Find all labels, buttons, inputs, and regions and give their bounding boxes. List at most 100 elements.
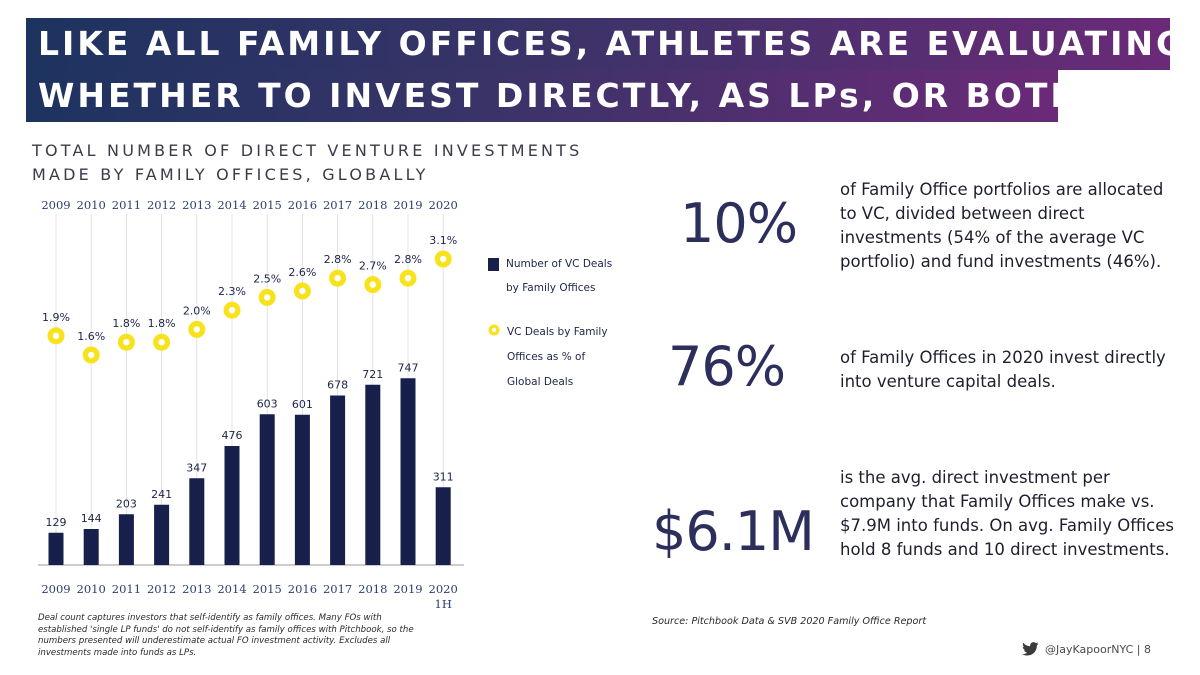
- bar-value-label: 129: [46, 516, 67, 529]
- percent-value-label: 2.3%: [218, 285, 246, 298]
- bottom-year-label: 2020: [429, 582, 458, 596]
- bar-value-label: 311: [433, 470, 454, 483]
- chart-legend: Number of VC Deals by Family Offices VC De…: [488, 258, 612, 388]
- legend-dot-center: [491, 327, 497, 333]
- chart-guides: [38, 214, 464, 566]
- percent-dot-center: [158, 339, 165, 346]
- percent-value-label: 2.0%: [183, 304, 211, 317]
- legend-dot-label: VC Deals by Family: [507, 326, 608, 338]
- bar: [154, 504, 170, 565]
- bar: [400, 378, 416, 565]
- percent-dot-center: [299, 287, 306, 295]
- bottom-year-label: 2019: [393, 582, 422, 596]
- bar-series: 129 144 203 241 347 476 603 601 678 721 747 311: [46, 361, 454, 565]
- bar-value-label: 747: [398, 361, 419, 374]
- bottom-year-label: 2014: [217, 582, 246, 596]
- top-year-label: 2012: [147, 198, 176, 212]
- bottom-year-label: 2018: [358, 582, 387, 596]
- percent-dot-center: [228, 307, 236, 314]
- bottom-year-label: 2009: [41, 582, 70, 596]
- bar: [365, 384, 381, 565]
- percent-dot-center: [440, 255, 447, 263]
- legend-dot-label: Offices as % of: [507, 351, 585, 363]
- percent-value-label: 2.8%: [394, 253, 422, 266]
- bar: [224, 446, 240, 565]
- bar-value-label: 678: [327, 379, 348, 392]
- bottom-year-suffix: 1H: [435, 597, 452, 610]
- top-year-label: 2014: [217, 198, 246, 212]
- percent-dot-center: [123, 339, 130, 346]
- bar-value-label: 476: [222, 429, 243, 442]
- percent-series: 1.9% 1.6% 1.8% 1.8% 2.0% 2.3% 2.5% 2.6% 2.8% 2.7%…: [42, 234, 457, 364]
- bar: [83, 529, 99, 565]
- bottom-year-label: 2012: [147, 582, 176, 596]
- bar: [189, 478, 205, 565]
- percent-value-label: 2.8%: [324, 253, 352, 266]
- percent-dot-center: [193, 326, 200, 333]
- bar-value-label: 601: [292, 398, 313, 411]
- percent-value-label: 2.5%: [253, 272, 281, 285]
- deals-chart: 129 144 203 241 347 476 603 601 678 721 747 311 1.9…: [38, 198, 612, 610]
- bottom-axis: 2009 2010 2011 2012 2013 2014 2015 2016 2017 2018…: [41, 582, 457, 610]
- bar-value-label: 203: [116, 497, 137, 510]
- percent-value-label: 1.6%: [77, 330, 105, 343]
- chart-title: TOTAL NUMBER OF DIRECT VENTURE INVESTMEN…: [32, 139, 583, 187]
- top-axis: 2009 2010 2011 2012 2013 2014 2015 2016 2017 2018…: [41, 198, 457, 212]
- bottom-year-label: 2013: [182, 582, 211, 596]
- handle-text: @JayKapoorNYC | 8: [1045, 642, 1151, 656]
- stat-text-direct-invest: of Family Offices in 2020 invest directl…: [840, 348, 1166, 391]
- percent-value-label: 2.6%: [288, 266, 316, 279]
- bar-value-label: 347: [186, 461, 207, 474]
- twitter-bird-icon: [1022, 642, 1039, 656]
- percent-dot-center: [88, 351, 95, 359]
- top-year-label: 2016: [288, 198, 317, 212]
- chart-title-line-2: MADE BY FAMILY OFFICES, GLOBALLY: [32, 165, 429, 184]
- headline-line-1: LIKE ALL FAMILY OFFICES, ATHLETES ARE EV…: [26, 18, 1170, 70]
- percent-value-label: 1.8%: [112, 317, 140, 330]
- legend-bar-swatch: [488, 258, 499, 271]
- bar: [330, 395, 346, 565]
- bottom-year-label: 2015: [253, 582, 282, 596]
- bottom-year-label: 2010: [77, 582, 106, 596]
- percent-value-label: 1.9%: [42, 311, 70, 324]
- bottom-year-label: 2016: [288, 582, 317, 596]
- top-year-label: 2010: [77, 198, 106, 212]
- top-year-label: 2019: [393, 198, 422, 212]
- legend-dot-label: Global Deals: [507, 376, 573, 388]
- footnote: Deal count captures investors that self-…: [38, 613, 414, 658]
- top-year-label: 2020: [429, 198, 458, 212]
- top-year-label: 2018: [358, 198, 387, 212]
- stat-text-vc-allocation: of Family Office portfolios are allocate…: [840, 180, 1164, 271]
- bar: [48, 532, 64, 565]
- top-year-label: 2013: [182, 198, 211, 212]
- source-note: Source: Pitchbook Data & SVB 2020 Family…: [652, 616, 927, 627]
- author-handle[interactable]: @JayKapoorNYC | 8: [1022, 639, 1151, 659]
- legend-bar-label: by Family Offices: [506, 282, 595, 294]
- percent-value-label: 2.7%: [359, 260, 387, 273]
- percent-value-label: 3.1%: [429, 234, 457, 247]
- headline-line-2: WHETHER TO INVEST DIRECTLY, AS LPs, OR B…: [26, 70, 1058, 122]
- bar: [435, 487, 451, 565]
- bar-value-label: 721: [362, 368, 383, 381]
- bar: [118, 514, 134, 565]
- bar-value-label: 603: [257, 397, 278, 410]
- percent-dot-center: [264, 294, 271, 301]
- bar-value-label: 241: [151, 488, 172, 501]
- bottom-year-label: 2011: [112, 582, 141, 596]
- percent-dot-center: [369, 281, 376, 288]
- stat-text-avg-investment: is the avg. direct investment per compan…: [840, 468, 1174, 559]
- bottom-year-label: 2017: [323, 582, 352, 596]
- bar: [259, 414, 275, 565]
- percent-dot-center: [334, 275, 341, 282]
- legend-bar-label: Number of VC Deals: [506, 258, 612, 270]
- percent-value-label: 1.8%: [148, 317, 176, 330]
- percent-dot-center: [404, 275, 412, 282]
- bar: [294, 414, 310, 565]
- chart-title-line-1: TOTAL NUMBER OF DIRECT VENTURE INVESTMEN…: [32, 141, 583, 160]
- top-year-label: 2011: [112, 198, 141, 212]
- top-year-label: 2009: [41, 198, 70, 212]
- top-year-label: 2017: [323, 198, 352, 212]
- stat-value-direct-invest: 76%: [668, 335, 786, 398]
- top-year-label: 2015: [253, 198, 282, 212]
- bar-value-label: 144: [81, 512, 102, 525]
